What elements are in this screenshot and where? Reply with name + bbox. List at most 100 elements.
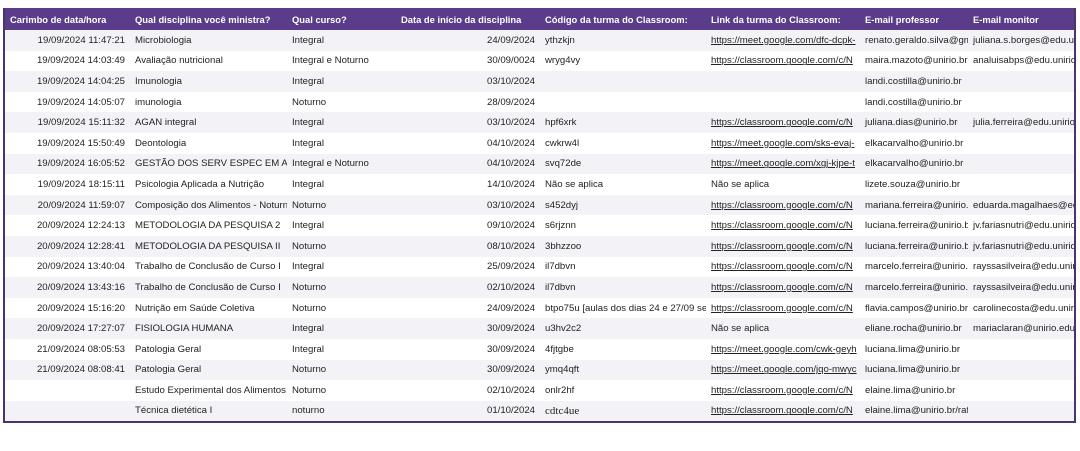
cell-classroom-code[interactable]: il7dbvn <box>540 277 706 298</box>
classroom-link[interactable]: https://classroom.google.com/c/N <box>711 261 853 273</box>
classroom-link[interactable]: https://classroom.google.com/c/N <box>711 55 853 67</box>
cell-start-date[interactable]: 30/09/2024 <box>396 360 540 381</box>
cell-professor-email[interactable]: renato.geraldo.silva@gm <box>860 30 968 51</box>
column-header-start-date[interactable]: Data de início da disciplina <box>401 13 522 25</box>
cell-discipline[interactable]: Estudo Experimental dos Alimentos <box>130 380 287 401</box>
cell-monitor-email[interactable]: mariaclaran@unirio.edu.br <box>968 318 1074 339</box>
cell-monitor-email[interactable]: rayssasilveira@edu.unirio.br <box>968 277 1074 298</box>
cell-classroom-code[interactable]: hpf6xrk <box>540 112 706 133</box>
cell-monitor-email[interactable] <box>968 133 1074 154</box>
cell-start-date[interactable]: 04/10/2024 <box>396 154 540 175</box>
classroom-link[interactable]: https://meet.google.com/sks-evaj- <box>711 137 855 149</box>
cell-discipline[interactable]: Patologia Geral <box>130 339 287 360</box>
cell-classroom-link[interactable]: Não se aplica <box>706 318 860 339</box>
cell-monitor-email[interactable] <box>968 360 1074 381</box>
cell-discipline[interactable]: AGAN integral <box>130 112 287 133</box>
cell-monitor-email[interactable]: carolinecosta@edu.unirio.br <box>968 298 1074 319</box>
cell-start-date[interactable]: 28/09/2024 <box>396 92 540 113</box>
cell-classroom-link[interactable]: https://meet.google.com/dfc-dcpk- <box>706 30 860 51</box>
cell-timestamp[interactable]: 20/09/2024 11:59:07 <box>5 195 130 216</box>
cell-course[interactable]: Integral e Noturno <box>287 154 396 175</box>
cell-monitor-email[interactable] <box>968 401 1074 422</box>
cell-classroom-link[interactable] <box>706 92 860 113</box>
cell-start-date[interactable]: 24/09/2024 <box>396 298 540 319</box>
cell-classroom-link[interactable]: https://classroom.google.com/c/N <box>706 277 860 298</box>
cell-discipline[interactable]: METODOLOGIA DA PESQUISA 2 <box>130 215 287 236</box>
cell-classroom-link[interactable]: https://classroom.google.com/c/N <box>706 112 860 133</box>
cell-classroom-link[interactable]: https://meet.google.com/xgj-kjpe-t <box>706 154 860 175</box>
cell-timestamp[interactable]: 20/09/2024 12:28:41 <box>5 236 130 257</box>
column-header-classroom-code[interactable]: Código da turma do Classroom: <box>545 13 688 25</box>
cell-course[interactable]: Integral <box>287 257 396 278</box>
column-header-classroom-link[interactable]: Link da turma do Classroom: <box>711 13 841 25</box>
cell-timestamp[interactable]: 20/09/2024 13:43:16 <box>5 277 130 298</box>
classroom-link[interactable]: https://classroom.google.com/c/N <box>711 302 853 314</box>
cell-monitor-email[interactable]: rayssasilveira@edu.unirio.br <box>968 257 1074 278</box>
classroom-link[interactable]: https://classroom.google.com/c/N <box>711 199 853 211</box>
cell-professor-email[interactable]: flavia.campos@unirio.br <box>860 298 968 319</box>
cell-start-date[interactable]: 30/09/2024 <box>396 318 540 339</box>
cell-timestamp[interactable]: 20/09/2024 15:16:20 <box>5 298 130 319</box>
cell-discipline[interactable]: Composição dos Alimentos - Noturno <box>130 195 287 216</box>
column-header-monitor-email[interactable]: E-mail monitor <box>973 13 1039 25</box>
cell-course[interactable]: Integral <box>287 30 396 51</box>
cell-start-date[interactable]: 30/09/0024 <box>396 51 540 72</box>
cell-professor-email[interactable]: luciana.ferreira@unirio.br <box>860 236 968 257</box>
cell-start-date[interactable]: 25/09/2024 <box>396 257 540 278</box>
cell-timestamp[interactable]: 20/09/2024 13:40:04 <box>5 257 130 278</box>
cell-monitor-email[interactable] <box>968 92 1074 113</box>
cell-discipline[interactable]: GESTÃO DOS SERV ESPEC EM ALIM <box>130 154 287 175</box>
cell-start-date[interactable]: 24/09/2024 <box>396 30 540 51</box>
column-header-course[interactable]: Qual curso? <box>292 13 347 25</box>
cell-timestamp[interactable]: 19/09/2024 14:04:25 <box>5 71 130 92</box>
cell-classroom-link[interactable]: https://meet.google.com/cwk-geyh <box>706 339 860 360</box>
cell-timestamp[interactable]: 20/09/2024 17:27:07 <box>5 318 130 339</box>
cell-classroom-code[interactable]: il7dbvn <box>540 257 706 278</box>
cell-course[interactable]: noturno <box>287 401 396 422</box>
cell-classroom-code[interactable]: 3bhzzoo <box>540 236 706 257</box>
cell-classroom-link[interactable]: https://classroom.google.com/c/N <box>706 257 860 278</box>
cell-monitor-email[interactable]: juliana.s.borges@edu.unirio.br <box>968 30 1074 51</box>
cell-professor-email[interactable]: luciana.ferreira@unirio.br <box>860 215 968 236</box>
cell-professor-email[interactable]: maira.mazoto@unirio.br <box>860 51 968 72</box>
cell-start-date[interactable]: 03/10/2024 <box>396 195 540 216</box>
cell-timestamp[interactable]: 20/09/2024 12:24:13 <box>5 215 130 236</box>
cell-monitor-email[interactable] <box>968 71 1074 92</box>
cell-monitor-email[interactable] <box>968 154 1074 175</box>
cell-timestamp[interactable]: 19/09/2024 15:11:32 <box>5 112 130 133</box>
cell-course[interactable]: Noturno <box>287 277 396 298</box>
cell-classroom-code[interactable]: ythzkjn <box>540 30 706 51</box>
cell-professor-email[interactable]: luciana.lima@unirio.br <box>860 360 968 381</box>
cell-discipline[interactable]: Deontologia <box>130 133 287 154</box>
cell-professor-email[interactable]: lizete.souza@unirio.br <box>860 174 968 195</box>
classroom-link[interactable]: https://classroom.google.com/c/N <box>711 240 853 252</box>
cell-course[interactable]: Noturno <box>287 360 396 381</box>
cell-course[interactable]: Noturno <box>287 236 396 257</box>
cell-course[interactable]: Noturno <box>287 380 396 401</box>
cell-timestamp[interactable]: 19/09/2024 18:15:11 <box>5 174 130 195</box>
cell-classroom-link[interactable] <box>706 71 860 92</box>
cell-classroom-code[interactable]: cdtc4ue <box>540 401 706 422</box>
cell-course[interactable]: Integral <box>287 318 396 339</box>
cell-professor-email[interactable]: elkacarvalho@unirio.br <box>860 133 968 154</box>
cell-monitor-email[interactable]: eduarda.magalhaes@edu.unirio.br <box>968 195 1074 216</box>
cell-timestamp[interactable]: 19/09/2024 14:03:49 <box>5 51 130 72</box>
cell-monitor-email[interactable]: jv.fariasnutri@edu.unirio.br <box>968 236 1074 257</box>
cell-start-date[interactable]: 04/10/2024 <box>396 133 540 154</box>
cell-classroom-code[interactable]: Não se aplica <box>540 174 706 195</box>
cell-discipline[interactable]: Trabalho de Conclusão de Curso I <box>130 277 287 298</box>
cell-professor-email[interactable]: marcelo.ferreira@unirio.br <box>860 257 968 278</box>
cell-discipline[interactable]: Técnica dietética I <box>130 401 287 422</box>
cell-classroom-code[interactable]: btpo75u [aulas dos dias 24 e 27/09 se <box>540 298 706 319</box>
cell-professor-email[interactable]: elaine.lima@unirio.br/raf <box>860 401 968 422</box>
cell-monitor-email[interactable] <box>968 339 1074 360</box>
cell-monitor-email[interactable]: analuisabps@edu.unirio.br <box>968 51 1074 72</box>
cell-course[interactable]: Integral <box>287 339 396 360</box>
cell-timestamp[interactable] <box>5 380 130 401</box>
cell-professor-email[interactable]: juliana.dias@unirio.br <box>860 112 968 133</box>
cell-monitor-email[interactable] <box>968 174 1074 195</box>
cell-professor-email[interactable]: luciana.lima@unirio.br <box>860 339 968 360</box>
cell-classroom-code[interactable]: onlr2hf <box>540 380 706 401</box>
cell-start-date[interactable]: 30/09/2024 <box>396 339 540 360</box>
cell-course[interactable]: Noturno <box>287 195 396 216</box>
